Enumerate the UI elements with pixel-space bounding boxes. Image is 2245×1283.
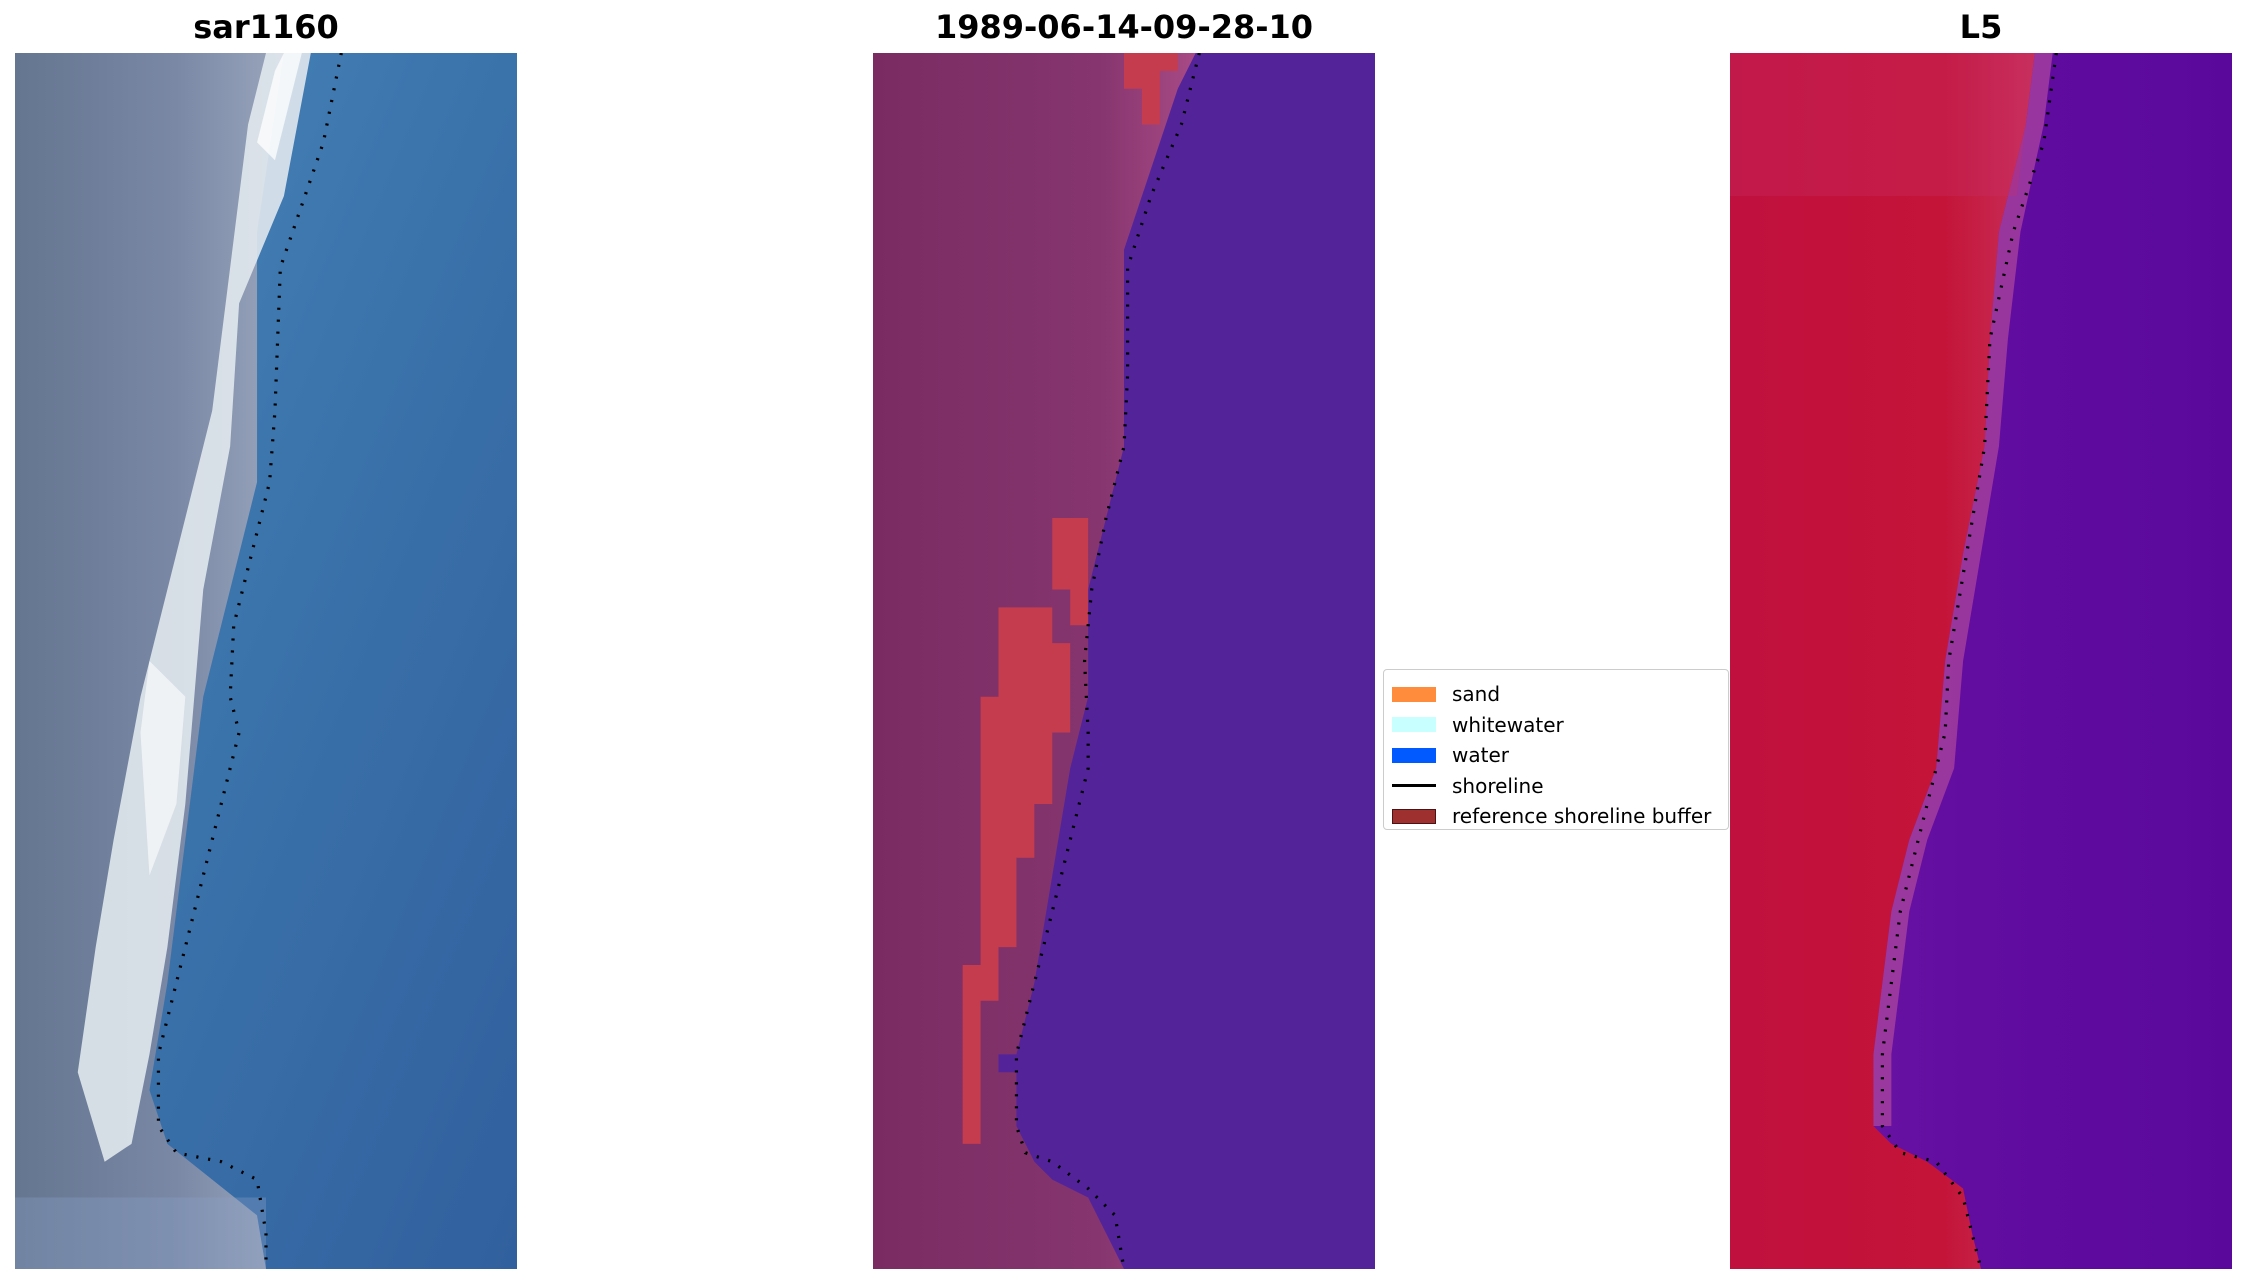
shoreline-overlay (156, 53, 343, 1269)
shoreline (1880, 53, 2058, 1269)
rgb-image (15, 53, 517, 1269)
shoreline-overlay (1014, 53, 1201, 1269)
shoreline (1014, 53, 1201, 1269)
rgb-image-panel (15, 53, 517, 1269)
panel-title-classified: 1989-06-14-09-28-10 (934, 8, 1314, 46)
shoreline-line-swatch (1392, 784, 1436, 788)
panel-title-index: L5 (1959, 8, 2003, 46)
legend-label: water (1452, 743, 1509, 768)
legend-label: sand (1452, 682, 1501, 707)
buffer-swatch (1392, 808, 1436, 824)
legend: sand whitewater water shoreline referenc… (1383, 669, 1729, 830)
index-image-panel (1730, 53, 2232, 1269)
sand-swatch (1392, 686, 1436, 702)
legend-item-water: water (1392, 740, 1720, 771)
water-swatch (1392, 747, 1436, 763)
legend-label: reference shoreline buffer (1452, 804, 1712, 829)
shoreline (156, 53, 343, 1269)
shoreline-overlay (1880, 53, 2058, 1269)
legend-item-whitewater: whitewater (1392, 710, 1720, 741)
classified-image-panel (873, 53, 1375, 1269)
legend-label: whitewater (1452, 712, 1564, 737)
surf-zone (77, 53, 311, 1162)
land-region (1730, 53, 2035, 1269)
legend-label: shoreline (1452, 773, 1544, 798)
panel-title-rgb: sar1160 (193, 8, 339, 46)
index-image (1730, 53, 2232, 1269)
legend-item-reference-buffer: reference shoreline buffer (1392, 801, 1720, 832)
land-region (15, 53, 284, 1269)
legend-item-sand: sand (1392, 679, 1720, 710)
whitewater-swatch (1392, 717, 1436, 733)
legend-item-shoreline: shoreline (1392, 771, 1720, 802)
classified-image (873, 53, 1375, 1269)
